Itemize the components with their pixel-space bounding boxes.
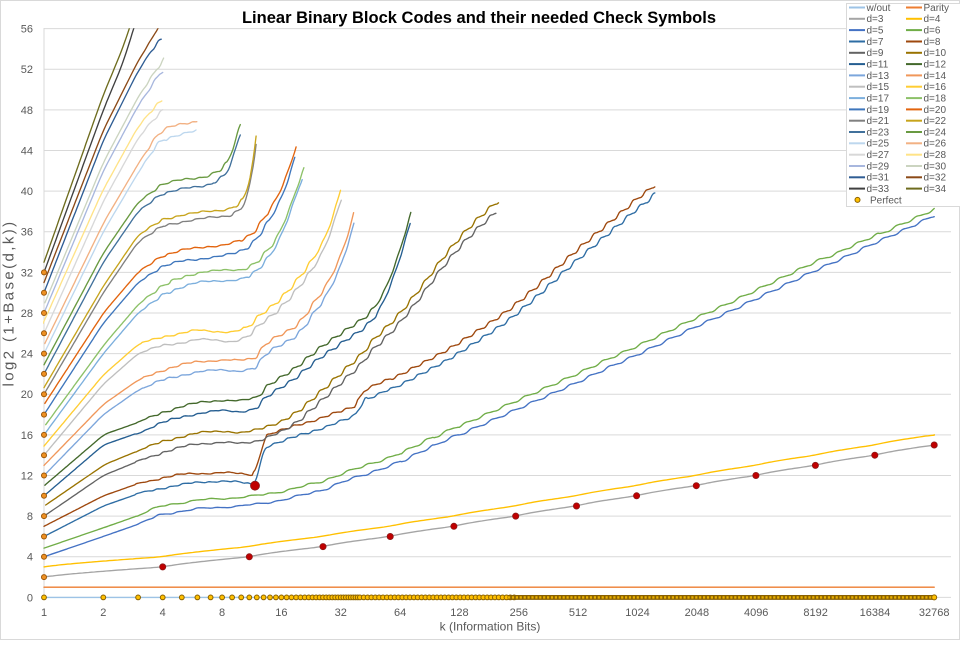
svg-text:48: 48 bbox=[21, 105, 33, 117]
svg-text:d=26: d=26 bbox=[924, 139, 947, 150]
svg-text:56: 56 bbox=[21, 24, 33, 36]
svg-text:256: 256 bbox=[510, 607, 528, 619]
svg-text:4096: 4096 bbox=[744, 607, 768, 619]
svg-text:4: 4 bbox=[160, 607, 166, 619]
svg-text:d=17: d=17 bbox=[867, 94, 890, 105]
svg-text:d=13: d=13 bbox=[867, 71, 890, 82]
svg-text:52: 52 bbox=[21, 64, 33, 76]
svg-text:d=30: d=30 bbox=[924, 161, 947, 172]
svg-text:Perfect: Perfect bbox=[870, 195, 902, 206]
svg-text:k (Information Bits): k (Information Bits) bbox=[440, 620, 541, 634]
svg-text:d=8: d=8 bbox=[924, 37, 941, 48]
svg-text:d=22: d=22 bbox=[924, 116, 947, 127]
svg-text:d=21: d=21 bbox=[867, 116, 890, 127]
svg-text:12: 12 bbox=[21, 470, 33, 482]
svg-text:Parity: Parity bbox=[924, 3, 950, 14]
svg-text:24: 24 bbox=[21, 349, 33, 361]
svg-text:20: 20 bbox=[21, 389, 33, 401]
svg-text:16: 16 bbox=[275, 607, 287, 619]
svg-text:d=24: d=24 bbox=[924, 127, 947, 138]
svg-text:128: 128 bbox=[450, 607, 468, 619]
svg-text:512: 512 bbox=[569, 607, 587, 619]
svg-text:d=14: d=14 bbox=[924, 71, 947, 82]
svg-text:8: 8 bbox=[219, 607, 225, 619]
svg-text:d=16: d=16 bbox=[924, 82, 947, 93]
svg-text:d=5: d=5 bbox=[867, 26, 884, 37]
svg-text:36: 36 bbox=[21, 227, 33, 239]
svg-text:32: 32 bbox=[21, 267, 33, 279]
svg-text:d=23: d=23 bbox=[867, 127, 890, 138]
svg-text:d=27: d=27 bbox=[867, 150, 890, 161]
svg-text:d=6: d=6 bbox=[924, 26, 941, 37]
svg-text:d=10: d=10 bbox=[924, 48, 947, 59]
svg-text:d=7: d=7 bbox=[867, 37, 884, 48]
svg-text:d=19: d=19 bbox=[867, 105, 890, 116]
svg-text:0: 0 bbox=[27, 592, 33, 604]
svg-text:16: 16 bbox=[21, 430, 33, 442]
svg-text:44: 44 bbox=[21, 145, 33, 157]
svg-text:d=3: d=3 bbox=[867, 14, 884, 25]
svg-text:1: 1 bbox=[41, 607, 47, 619]
svg-text:2: 2 bbox=[100, 607, 106, 619]
svg-text:1024: 1024 bbox=[625, 607, 649, 619]
svg-text:d=29: d=29 bbox=[867, 161, 890, 172]
svg-text:8: 8 bbox=[27, 511, 33, 523]
svg-text:d=32: d=32 bbox=[924, 173, 947, 184]
svg-text:d=18: d=18 bbox=[924, 94, 947, 105]
svg-text:d=25: d=25 bbox=[867, 139, 890, 150]
svg-text:64: 64 bbox=[394, 607, 406, 619]
svg-text:d=4: d=4 bbox=[924, 14, 941, 25]
svg-text:d=34: d=34 bbox=[924, 184, 947, 195]
svg-text:d=11: d=11 bbox=[867, 60, 889, 71]
svg-text:28: 28 bbox=[21, 308, 33, 320]
svg-text:Linear Binary Block Codes and: Linear Binary Block Codes and their need… bbox=[242, 9, 716, 27]
svg-text:2048: 2048 bbox=[685, 607, 709, 619]
svg-text:8192: 8192 bbox=[803, 607, 827, 619]
svg-text:d=31: d=31 bbox=[867, 173, 890, 184]
svg-text:d=15: d=15 bbox=[867, 82, 890, 93]
svg-text:d=28: d=28 bbox=[924, 150, 947, 161]
svg-text:4: 4 bbox=[27, 552, 33, 564]
svg-text:40: 40 bbox=[21, 186, 33, 198]
svg-text:d=33: d=33 bbox=[867, 184, 890, 195]
svg-text:log2 (1+Base(d,k)): log2 (1+Base(d,k)) bbox=[1, 219, 18, 386]
svg-text:d=12: d=12 bbox=[924, 60, 947, 71]
svg-text:16384: 16384 bbox=[860, 607, 891, 619]
svg-text:32: 32 bbox=[335, 607, 347, 619]
svg-text:d=20: d=20 bbox=[924, 105, 947, 116]
svg-text:d=9: d=9 bbox=[867, 48, 884, 59]
svg-text:w/out: w/out bbox=[866, 3, 891, 14]
svg-text:32768: 32768 bbox=[919, 607, 950, 619]
